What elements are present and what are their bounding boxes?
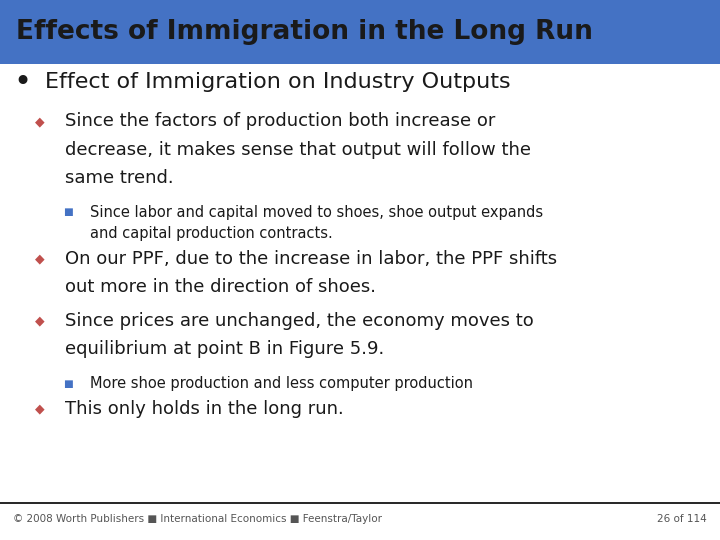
- Text: ■: ■: [63, 207, 73, 217]
- Text: This only holds in the long run.: This only holds in the long run.: [65, 400, 343, 418]
- Text: Since prices are unchanged, the economy moves to: Since prices are unchanged, the economy …: [65, 312, 534, 330]
- Text: equilibrium at point B in Figure 5.9.: equilibrium at point B in Figure 5.9.: [65, 340, 384, 359]
- Text: ◆: ◆: [35, 315, 45, 328]
- Text: ◆: ◆: [35, 115, 45, 128]
- Text: ■: ■: [63, 379, 73, 389]
- Text: and capital production contracts.: and capital production contracts.: [90, 226, 333, 241]
- Text: Since labor and capital moved to shoes, shoe output expands: Since labor and capital moved to shoes, …: [90, 205, 543, 220]
- Text: Effects of Immigration in the Long Run: Effects of Immigration in the Long Run: [16, 19, 593, 45]
- Text: same trend.: same trend.: [65, 168, 174, 187]
- Text: •: •: [13, 68, 31, 97]
- Text: decrease, it makes sense that output will follow the: decrease, it makes sense that output wil…: [65, 140, 531, 159]
- Text: More shoe production and less computer production: More shoe production and less computer p…: [90, 376, 473, 392]
- Text: 26 of 114: 26 of 114: [657, 515, 707, 524]
- Text: Since the factors of production both increase or: Since the factors of production both inc…: [65, 112, 495, 131]
- Text: Effect of Immigration on Industry Outputs: Effect of Immigration on Industry Output…: [45, 72, 510, 92]
- Text: ◆: ◆: [35, 252, 45, 265]
- Text: out more in the direction of shoes.: out more in the direction of shoes.: [65, 278, 376, 296]
- Bar: [0, 0, 720, 64]
- Text: On our PPF, due to the increase in labor, the PPF shifts: On our PPF, due to the increase in labor…: [65, 249, 557, 268]
- Text: © 2008 Worth Publishers ■ International Economics ■ Feenstra/Taylor: © 2008 Worth Publishers ■ International …: [13, 515, 382, 524]
- Text: ◆: ◆: [35, 402, 45, 415]
